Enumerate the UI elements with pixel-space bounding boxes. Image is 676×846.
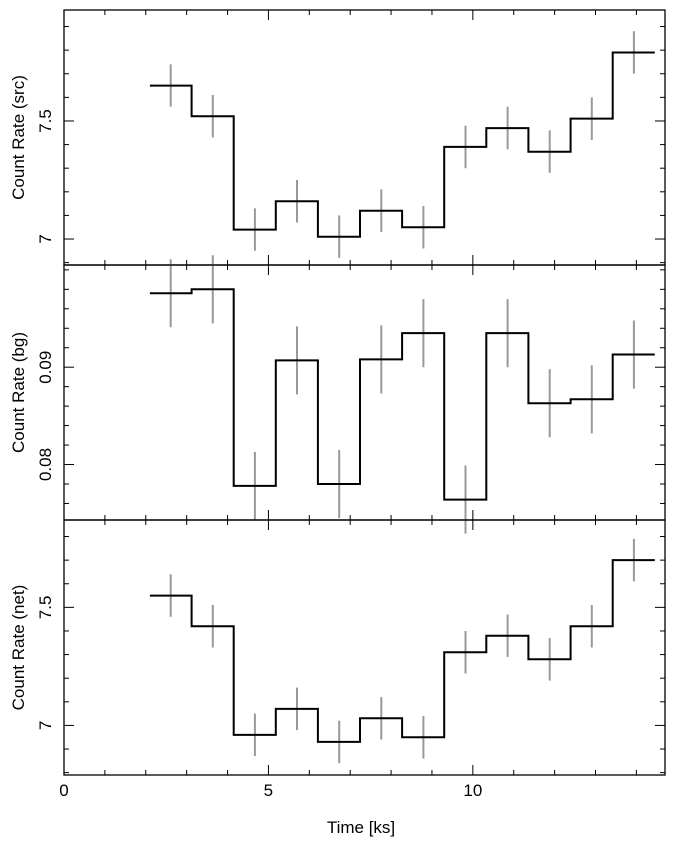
net-step-line [149,559,655,743]
bg-frame [63,264,666,521]
bg-error-bars [169,255,635,534]
net-ticks [63,520,665,775]
panel-src: 77.5 Count Rate (src) [9,9,666,266]
panel-net: 77.5 0 5 10 Count Rate (net) Time [ks] [9,519,666,837]
net-y-tick-labels: 77.5 [36,596,55,731]
x-tick-labels: 0 5 10 [59,781,482,800]
net-frame [63,519,666,776]
x-tick-label: 5 [264,781,273,800]
src-y-tick-label: 7 [36,234,55,243]
net-y-axis-label: Count Rate (net) [9,585,28,711]
src-ticks [63,10,665,265]
bg-y-tick-label: 0.09 [36,351,55,384]
src-y-tick-labels: 77.5 [36,109,55,244]
panel-bg: 0.08 0.09 Count Rate (bg) [9,255,666,534]
bg-step-line [149,288,655,501]
bg-y-axis-label: Count Rate (bg) [9,332,28,453]
net-y-tick-label: 7 [36,721,55,730]
src-frame [63,9,666,266]
src-y-axis-label: Count Rate (src) [9,75,28,200]
bg-y-tick-label: 0.08 [36,448,55,481]
src-y-tick-label: 7.5 [36,109,55,133]
bg-y-tick-labels: 0.08 0.09 [36,351,55,481]
bg-ticks [63,265,665,520]
x-tick-label: 10 [463,781,482,800]
x-tick-label: 0 [59,781,68,800]
x-axis-label: Time [ks] [327,818,395,837]
net-y-tick-label: 7.5 [36,596,55,620]
src-step-line [149,51,655,238]
